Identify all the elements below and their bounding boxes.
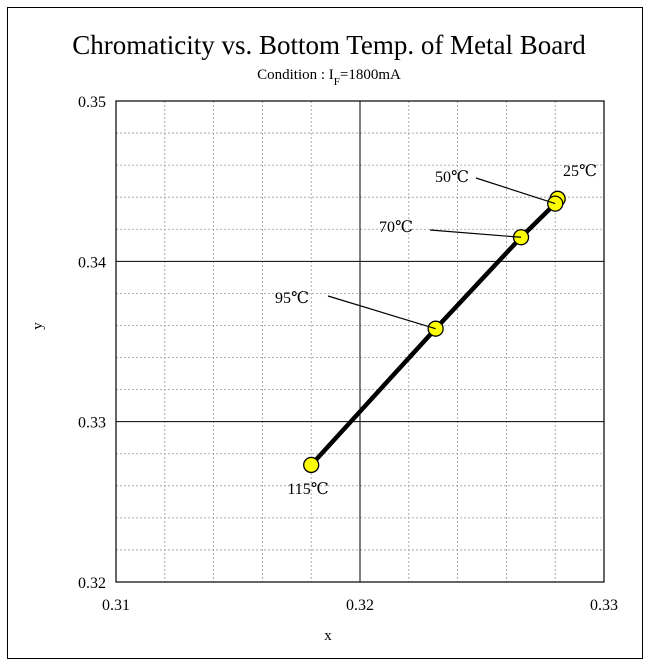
data-point-label: 50℃ [435, 169, 469, 186]
axes-layer: 0.31 0.32 0.33 0.32 0.33 0.34 0.35 [78, 94, 618, 614]
plot-area-border [115, 100, 605, 583]
grid-layer [116, 101, 604, 582]
subtitle-subscript: F [334, 76, 340, 88]
y-tick-label: 0.35 [78, 94, 106, 111]
x-tick-label: 0.32 [346, 597, 374, 614]
y-tick-label: 0.34 [78, 254, 106, 271]
data-point-label: 115℃ [287, 481, 328, 498]
x-tick-label: 0.33 [590, 597, 618, 614]
subtitle-suffix: =1800mA [340, 67, 401, 83]
subtitle-prefix: Condition : [257, 67, 329, 83]
data-point-label: 25℃ [563, 163, 597, 180]
data-point-label: 95℃ [275, 290, 309, 307]
leader-line [327, 295, 436, 330]
chart-title: Chromaticity vs. Bottom Temp. of Metal B… [72, 30, 586, 60]
y-axis-label: y [30, 322, 46, 330]
series-layer [303, 190, 566, 474]
chart-subtitle: Condition : IF=1800mA [257, 67, 401, 88]
y-tick-label: 0.33 [78, 415, 106, 432]
data-point-marker [303, 456, 320, 474]
x-axis-label: x [324, 628, 332, 644]
point-labels-layer: 25℃ 50℃ 70℃ 95℃ 115℃ [275, 163, 597, 498]
data-point-label: 70℃ [379, 219, 413, 236]
subtitle-symbol: I [329, 67, 334, 83]
leader-line [475, 177, 556, 205]
y-tick-label: 0.32 [78, 575, 106, 592]
x-tick-label: 0.31 [102, 597, 130, 614]
leader-line [429, 229, 522, 238]
